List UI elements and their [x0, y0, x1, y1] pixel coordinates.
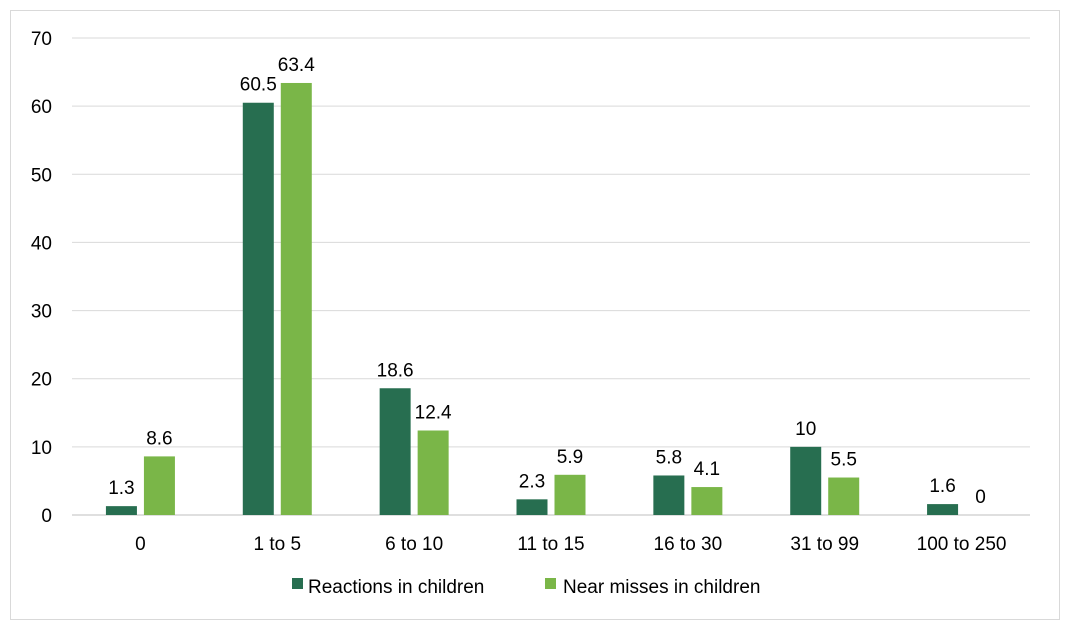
bar-reactions: [927, 504, 959, 515]
bar-near-misses: [280, 82, 312, 515]
y-tick-label: 10: [31, 438, 52, 459]
bar-reactions: [242, 102, 274, 515]
x-tick-label: 100 to 250: [917, 534, 1007, 555]
legend-swatch: [545, 578, 556, 589]
bar-near-misses: [417, 430, 449, 515]
data-label: 1.3: [108, 478, 134, 499]
legend-label: Reactions in children: [308, 577, 484, 598]
data-label: 2.3: [519, 471, 545, 492]
x-tick-label: 0: [135, 534, 146, 555]
x-tick-label: 16 to 30: [654, 534, 723, 555]
x-tick-label: 6 to 10: [385, 534, 443, 555]
data-label: 5.5: [831, 450, 857, 471]
bar-near-misses: [691, 487, 723, 515]
x-tick-label: 1 to 5: [254, 534, 302, 555]
data-label: 5.8: [656, 447, 682, 468]
y-tick-label: 30: [31, 302, 52, 323]
y-tick-label: 50: [31, 165, 52, 186]
y-tick-label: 0: [41, 506, 52, 527]
bar-reactions: [105, 506, 137, 515]
data-label: 5.9: [557, 447, 583, 468]
data-label: 10: [795, 419, 816, 440]
bar-near-misses: [143, 456, 175, 515]
y-tick-label: 20: [31, 370, 52, 391]
y-tick-label: 70: [31, 29, 52, 50]
bar-near-misses: [554, 474, 586, 515]
bar-reactions: [379, 388, 411, 515]
data-label: 12.4: [415, 403, 452, 424]
x-tick-label: 11 to 15: [517, 534, 584, 555]
bar-near-misses: [828, 477, 860, 515]
bar-reactions: [516, 499, 548, 515]
data-label: 8.6: [146, 428, 172, 449]
data-label: 18.6: [377, 360, 414, 381]
x-tick-label: 31 to 99: [790, 534, 859, 555]
data-label: 4.1: [694, 459, 720, 480]
chart-frame: [10, 10, 1060, 620]
bar-reactions: [790, 446, 822, 515]
data-label: 0: [975, 487, 986, 508]
data-label: 63.4: [278, 55, 315, 76]
data-label: 1.6: [929, 476, 955, 497]
data-label: 60.5: [240, 75, 277, 96]
legend-swatch: [292, 578, 303, 589]
y-tick-label: 60: [31, 97, 52, 118]
legend-label: Near misses in children: [563, 577, 760, 598]
bar-reactions: [653, 475, 685, 515]
y-tick-label: 40: [31, 233, 52, 254]
